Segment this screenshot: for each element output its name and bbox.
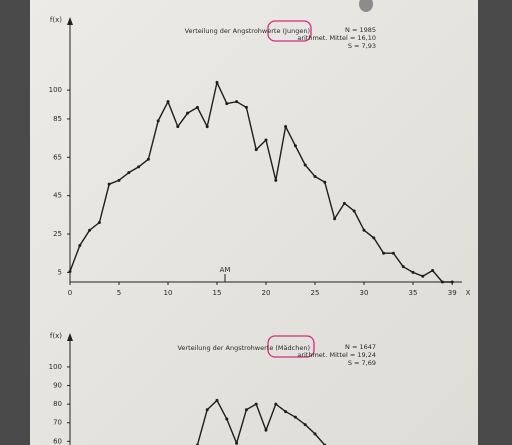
data-point [137, 165, 141, 169]
data-point [176, 125, 180, 129]
data-point [78, 244, 82, 248]
data-point [254, 402, 258, 406]
data-point [264, 428, 268, 432]
data-point [411, 270, 415, 274]
x-tick-label: 39 [448, 289, 457, 297]
x-tick-label: 35 [409, 289, 418, 297]
stat-label: arithmet. Mittel = 19,24 [297, 351, 376, 359]
y-tick-label: 100 [49, 86, 62, 94]
data-point [372, 236, 376, 240]
x-axis-label: X [466, 289, 471, 297]
data-point [274, 402, 278, 406]
x-tick-label: 30 [360, 289, 369, 297]
y-tick-label: 70 [53, 419, 62, 427]
data-point [440, 280, 444, 284]
data-point [205, 408, 209, 412]
x-tick-label: 5 [117, 289, 121, 297]
data-point [186, 111, 190, 115]
data-point [293, 415, 297, 419]
data-point [117, 178, 121, 182]
y-arrow [67, 333, 73, 341]
data-point [68, 269, 72, 273]
paper [30, 0, 478, 445]
data-point [264, 138, 268, 142]
data-point [235, 441, 239, 445]
highlight [267, 20, 312, 42]
data-point [88, 228, 92, 232]
data-line [196, 399, 326, 445]
stat-label: S = 7,69 [348, 359, 376, 367]
x-tick-label: 25 [311, 289, 320, 297]
data-point [313, 432, 317, 436]
data-point [244, 105, 248, 109]
data-point [215, 398, 219, 402]
stat-label: arithmet. Mittel = 16,10 [297, 34, 376, 42]
y-tick-label: 85 [53, 115, 62, 123]
chart-title: Verteilung der Angstrohwerte (Mädchen) [177, 344, 310, 352]
data-point [431, 268, 435, 272]
data-point [401, 265, 405, 269]
data-point [205, 125, 209, 129]
y-tick-label: 25 [53, 230, 62, 238]
y-tick-label: 45 [53, 192, 62, 200]
data-point [362, 228, 366, 232]
pen-tip [359, 0, 373, 12]
data-point [225, 102, 229, 106]
data-point [391, 251, 395, 255]
data-point [215, 80, 219, 84]
data-point [156, 119, 160, 123]
y-arrow [67, 17, 73, 25]
stat-label: N = 1985 [345, 26, 376, 34]
data-point [235, 100, 239, 104]
data-line [69, 80, 453, 283]
data-point [293, 144, 297, 148]
y-tick-label: 100 [49, 363, 62, 371]
data-point [225, 417, 229, 421]
chart-title: Verteilung der Angstrohwerte (Jungen) [185, 27, 310, 35]
data-point [284, 410, 288, 414]
highlight [267, 335, 315, 358]
x-tick-label: 20 [262, 289, 271, 297]
data-point [166, 100, 170, 104]
data-point [107, 182, 111, 186]
data-point [450, 280, 454, 284]
y-axis-label: f(x) [50, 332, 62, 340]
x-tick-label: 10 [164, 289, 173, 297]
data-point [352, 209, 356, 213]
data-point [97, 221, 101, 225]
data-point [313, 174, 317, 178]
x-tick-label: 15 [213, 289, 222, 297]
y-tick-label: 60 [53, 437, 62, 445]
data-point [127, 171, 131, 175]
data-point [254, 148, 258, 152]
data-point [323, 180, 327, 184]
data-point [284, 125, 288, 129]
stat-label: S = 7,93 [348, 42, 376, 50]
y-axis-label: f(x) [50, 16, 62, 24]
data-point [333, 217, 337, 221]
annotation: AM [220, 266, 231, 274]
y-tick-label: 65 [53, 153, 62, 161]
data-point [303, 163, 307, 167]
y-tick-label: 90 [53, 382, 62, 390]
data-point [244, 408, 248, 412]
data-point [342, 201, 346, 205]
data-point [421, 274, 425, 278]
data-point [303, 423, 307, 427]
data-point [382, 251, 386, 255]
x-tick-label: 0 [68, 289, 72, 297]
data-point [146, 157, 150, 161]
y-tick-label: 80 [53, 400, 62, 408]
y-tick-label: 5 [58, 268, 62, 276]
stat-label: N = 1647 [345, 343, 376, 351]
data-point [274, 178, 278, 182]
data-point [195, 105, 199, 109]
